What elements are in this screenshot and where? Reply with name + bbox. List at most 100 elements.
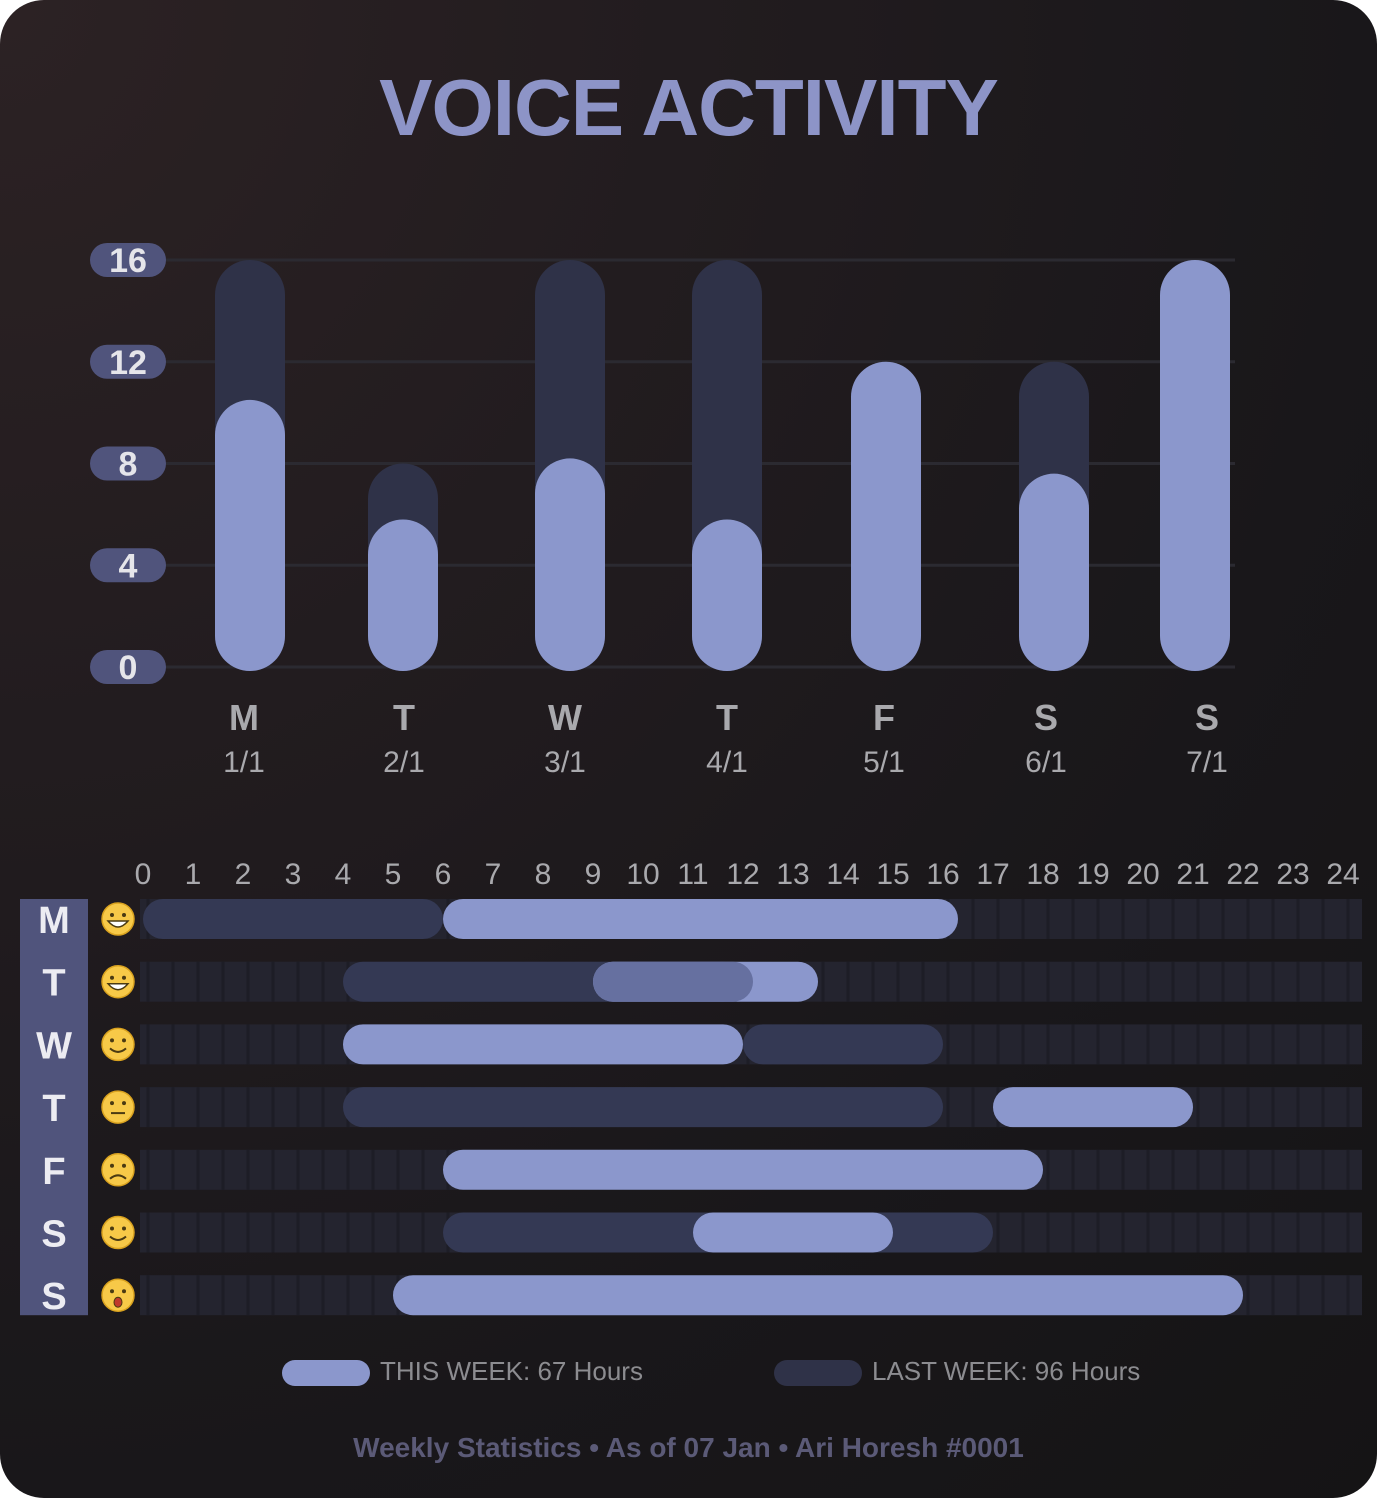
x-date-label: 4/1 xyxy=(706,746,748,779)
face-mouth xyxy=(109,1047,127,1053)
timeline-this-week-segment xyxy=(443,1149,1043,1190)
smile-face-icon xyxy=(101,1215,135,1250)
x-date-label: 2/1 xyxy=(383,746,425,779)
hour-tick-label: 14 xyxy=(826,858,859,891)
face-eye xyxy=(110,913,114,917)
face-eye xyxy=(122,1289,126,1294)
bar-this-week xyxy=(851,361,921,671)
face-eye xyxy=(110,1226,114,1231)
x-date-label: 3/1 xyxy=(544,746,586,779)
hour-tick-label: 1 xyxy=(185,858,202,891)
face-eye xyxy=(122,1226,126,1231)
timeline-day-label: T xyxy=(42,963,65,1005)
face-circle xyxy=(101,1090,135,1124)
bar-this-week xyxy=(215,399,285,671)
face-eye xyxy=(110,1101,114,1106)
timeline-day-label: T xyxy=(42,1088,65,1130)
grin-face-icon xyxy=(101,964,135,999)
bar-this-week xyxy=(1160,260,1230,671)
face-circle xyxy=(101,1278,135,1312)
timeline-last-week-segment xyxy=(143,899,443,939)
y-tick-label: 12 xyxy=(109,344,147,382)
hour-tick-label: 9 xyxy=(585,858,602,891)
face-eye xyxy=(110,975,114,980)
hour-tick-label: 22 xyxy=(1226,858,1259,891)
hour-tick-label: 4 xyxy=(335,858,352,891)
face-mouth xyxy=(106,982,130,991)
hour-tick-label: 15 xyxy=(876,858,909,891)
x-day-label: T xyxy=(393,697,415,738)
hour-tick-label: 8 xyxy=(535,858,552,891)
hour-tick-label: 0 xyxy=(135,858,152,891)
x-date-label: 5/1 xyxy=(863,746,905,779)
hour-tick-label: 11 xyxy=(677,858,708,891)
timeline-overlap-segment xyxy=(593,961,753,1002)
face-eye xyxy=(122,1101,126,1106)
hour-tick-label: 10 xyxy=(626,858,659,891)
bar-this-week xyxy=(368,519,438,671)
y-tick-label: 16 xyxy=(109,242,147,280)
surprised-face-icon xyxy=(101,1278,135,1312)
timeline-this-week-segment xyxy=(343,1024,743,1065)
face-eye xyxy=(122,975,126,980)
hour-tick-label: 7 xyxy=(485,858,502,891)
timeline-this-week-segment xyxy=(443,899,958,939)
x-day-label: M xyxy=(229,697,259,738)
hour-tick-label: 18 xyxy=(1026,858,1059,891)
x-day-label: T xyxy=(716,697,738,738)
legend-this-week-label: THIS WEEK: 67 Hours xyxy=(380,1356,643,1386)
face-circle xyxy=(101,964,135,999)
timeline-day-label: M xyxy=(38,900,70,942)
face-eye xyxy=(122,1163,126,1168)
timeline-this-week-segment xyxy=(393,1275,1243,1316)
x-day-label: F xyxy=(873,697,895,738)
hour-tick-label: 23 xyxy=(1276,858,1309,891)
y-tick-pill xyxy=(90,548,166,583)
timeline-day-label: S xyxy=(41,1214,66,1256)
footer-caption: Weekly Statistics • As of 07 Jan • Ari H… xyxy=(353,1432,1024,1463)
hour-tick-label: 17 xyxy=(976,858,1009,891)
hour-tick-label: 2 xyxy=(235,858,252,891)
hour-tick-label: 5 xyxy=(385,858,402,891)
y-tick-pill xyxy=(90,446,166,481)
legend-this-week-swatch xyxy=(282,1360,370,1386)
x-day-label: S xyxy=(1195,697,1219,738)
face-eye xyxy=(110,1038,114,1043)
face-circle xyxy=(101,902,135,936)
timeline-this-week-segment xyxy=(993,1087,1193,1128)
face-mouth xyxy=(109,1174,127,1180)
frown-face-icon xyxy=(101,1153,135,1187)
hour-tick-label: 21 xyxy=(1176,858,1209,891)
face-eye xyxy=(110,1163,114,1168)
hour-tick-label: 16 xyxy=(926,858,959,891)
x-date-label: 1/1 xyxy=(223,746,265,779)
face-circle xyxy=(101,1027,135,1062)
timeline-day-label: S xyxy=(41,1276,66,1318)
face-circle xyxy=(101,1153,135,1187)
face-mouth xyxy=(106,920,130,928)
hour-tick-label: 6 xyxy=(435,858,452,891)
chart-title: VOICE ACTIVITY xyxy=(379,63,999,152)
hour-tick-label: 24 xyxy=(1326,858,1359,891)
neutral-face-icon xyxy=(101,1090,135,1124)
daily-bar-chart: 0 4 8 12 16 M 1/1 T 2/1 W 3/1 T 4/1 F 5/1 S 6/1 S 7/1 xyxy=(90,242,1235,779)
hour-tick-label: 20 xyxy=(1126,858,1159,891)
legend-last-week-label: LAST WEEK: 96 Hours xyxy=(872,1356,1141,1386)
timeline-day-label: F xyxy=(42,1151,65,1193)
bar-this-week xyxy=(1019,473,1089,671)
y-tick-pill xyxy=(90,344,166,379)
y-tick-label: 8 xyxy=(119,446,138,484)
smile-face-icon xyxy=(101,1027,135,1062)
bar-this-week xyxy=(692,519,762,671)
grin-face-icon xyxy=(101,902,135,936)
face-eye xyxy=(122,1038,126,1043)
timeline-this-week-segment xyxy=(693,1212,893,1253)
y-tick-pill xyxy=(90,243,166,277)
face-eye xyxy=(110,1289,114,1294)
legend-last-week-swatch xyxy=(774,1360,862,1386)
timeline-last-week-segment xyxy=(343,1087,943,1128)
y-tick-label: 4 xyxy=(119,547,138,585)
timeline-last-week-segment xyxy=(743,1024,943,1065)
